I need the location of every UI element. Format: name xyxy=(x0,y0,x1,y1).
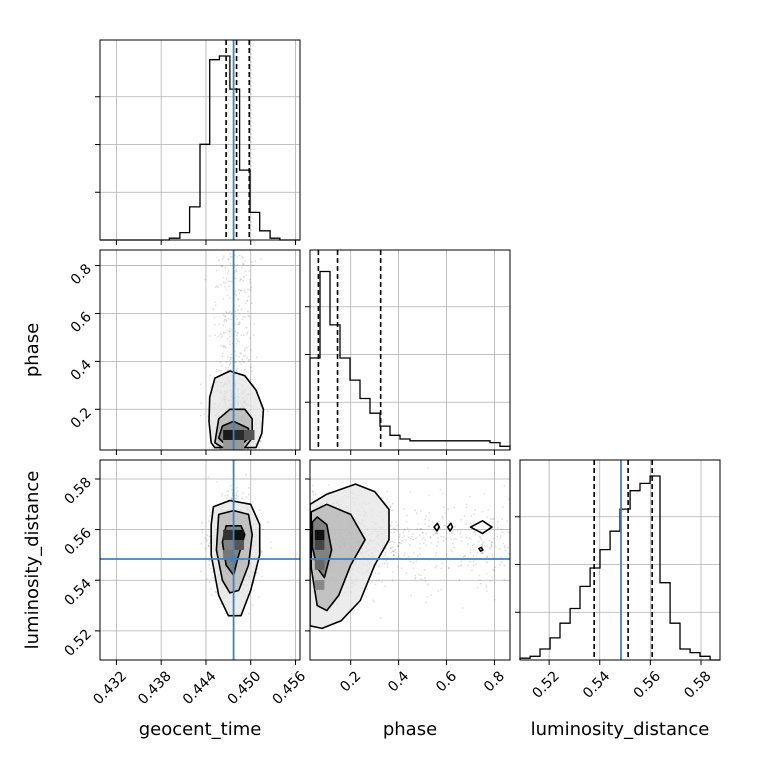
y-axis-label-luminosity-distance: luminosity_distance xyxy=(22,471,43,650)
x-tick-label-luminosity_distance: 0.58 xyxy=(681,668,714,701)
density-cell xyxy=(223,430,234,440)
panel-frame-phase xyxy=(309,249,511,451)
panel-frame-geocent_time-vs-phase xyxy=(99,249,301,451)
density-cell xyxy=(223,529,234,540)
density-cell xyxy=(233,540,245,550)
density-cell xyxy=(223,549,234,560)
y-tick-label-luminosity_distance: 0.52 xyxy=(61,626,94,659)
truth-marker xyxy=(230,555,237,562)
panel-frame-geocent_time-vs-luminosity_distance xyxy=(99,459,301,661)
x-tick-label-phase: 0.2 xyxy=(337,668,364,695)
y-tick-label-luminosity_distance: 0.58 xyxy=(61,475,94,508)
density-cell xyxy=(314,529,325,540)
y-tick-label-luminosity_distance: 0.54 xyxy=(61,576,94,609)
density-peak-geocent_time-vs-luminosity_distance xyxy=(223,529,245,560)
panel-frame-phase-vs-luminosity_distance xyxy=(309,459,511,661)
x-tick-label-phase: 0.6 xyxy=(433,668,460,695)
contour-line xyxy=(446,522,454,532)
x-tick-label-phase: 0.8 xyxy=(481,668,508,695)
histogram-step-line xyxy=(519,475,720,661)
x-tick-label-geocent_time: 0.444 xyxy=(180,668,220,708)
x-tick-label-geocent_time: 0.456 xyxy=(269,668,309,708)
contour-line xyxy=(433,522,441,532)
grid-layer xyxy=(100,40,720,660)
y-tick-label-phase: 0.2 xyxy=(68,405,95,432)
panel-frame-geocent_time xyxy=(99,39,301,241)
contour-line xyxy=(469,519,493,535)
x-tick-label-luminosity_distance: 0.52 xyxy=(529,668,562,701)
contour-line xyxy=(478,546,484,552)
density-cell xyxy=(314,580,325,590)
marks-layer xyxy=(100,40,720,661)
histogram-geocent_time xyxy=(100,40,300,241)
panel-frame-luminosity_distance xyxy=(519,459,721,661)
histogram-step-line xyxy=(100,55,300,241)
x-tick-label-phase: 0.4 xyxy=(385,668,412,695)
y-tick-label-phase: 0.8 xyxy=(68,261,95,288)
x-tick-label-luminosity_distance: 0.56 xyxy=(631,668,664,701)
y-tick-label-phase: 0.4 xyxy=(68,357,95,384)
x-tick-label-geocent_time: 0.438 xyxy=(135,668,175,708)
y-tick-label-phase: 0.6 xyxy=(68,309,95,336)
density-peak-phase-vs-luminosity_distance xyxy=(314,529,325,590)
x-axis-label-luminosity-distance: luminosity_distance xyxy=(531,719,710,740)
x-axis-label-phase: phase xyxy=(383,719,437,740)
density-cell xyxy=(314,540,325,550)
x-tick-label-luminosity_distance: 0.54 xyxy=(580,668,613,701)
x-tick-label-geocent_time: 0.432 xyxy=(90,668,130,708)
x-axis-label-geocent-time: geocent_time xyxy=(139,719,262,740)
density-cell xyxy=(233,529,245,540)
y-tick-label-luminosity_distance: 0.56 xyxy=(61,525,94,558)
x-tick-label-geocent_time: 0.450 xyxy=(225,668,265,708)
frames-layer xyxy=(99,39,721,661)
histogram-step-line xyxy=(309,270,511,450)
density-cell xyxy=(314,560,325,570)
histogram-luminosity_distance xyxy=(519,460,720,661)
density-cell xyxy=(233,430,245,440)
histogram-phase xyxy=(309,250,511,450)
density-cell xyxy=(244,430,255,440)
y-axis-label-phase: phase xyxy=(22,323,43,377)
